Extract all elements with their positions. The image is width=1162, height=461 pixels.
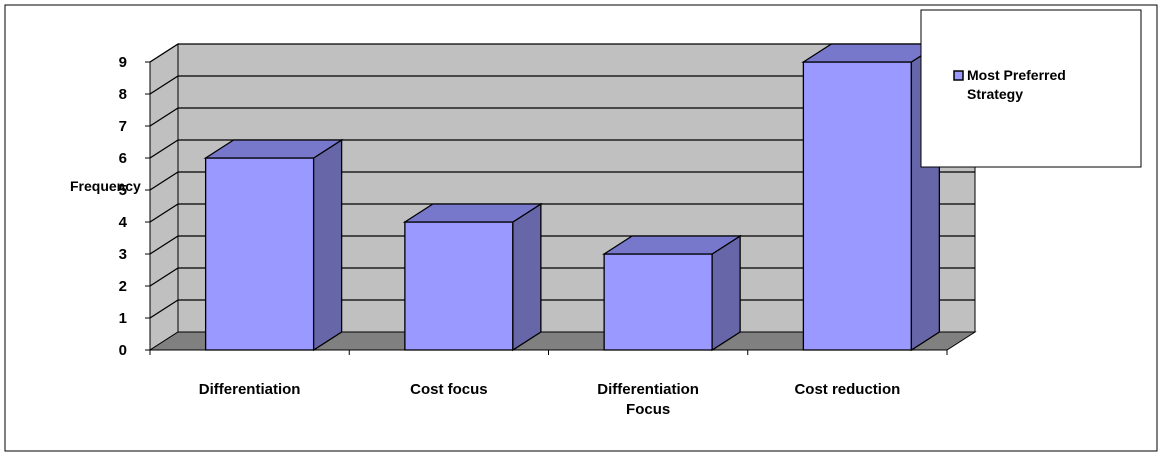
bar <box>203 138 344 352</box>
y-tick-label: 2 <box>119 278 127 295</box>
bar-front <box>802 61 913 351</box>
y-tick-label: 5 <box>119 182 127 199</box>
bars <box>203 42 942 352</box>
gridline <box>149 139 975 159</box>
x-tick-label: Differentiation <box>597 381 699 398</box>
gridline <box>149 43 975 63</box>
x-tick-label: Cost reduction <box>794 381 900 398</box>
x-tick-label: Cost focus <box>410 381 488 398</box>
gridline <box>149 107 975 127</box>
bar-side <box>312 138 343 352</box>
y-tick-label: 0 <box>119 342 127 359</box>
side-wall <box>149 43 179 351</box>
bar-top <box>203 139 344 159</box>
bar-side <box>711 234 741 352</box>
bar-front <box>204 157 315 351</box>
gridline <box>149 171 975 191</box>
legend: Most Preferred Strategy <box>920 9 1142 168</box>
x-tick-label: Differentiation <box>199 381 301 398</box>
gridline <box>149 203 975 223</box>
gridline <box>149 75 975 95</box>
y-tick-label: 8 <box>119 86 127 103</box>
bar-front <box>404 221 514 351</box>
y-tick-label: 9 <box>119 54 127 71</box>
bar-front <box>603 253 713 351</box>
bar <box>402 202 544 352</box>
x-tick-labels: Differentiation Cost focus Differentiation… <box>199 381 901 418</box>
axes <box>145 61 948 355</box>
y-axis-label: Frequency <box>70 178 141 194</box>
bar <box>801 42 942 352</box>
bar-side <box>512 202 542 352</box>
legend-box <box>920 9 1142 168</box>
bar-top <box>402 203 544 223</box>
y-tick-label: 3 <box>119 246 127 263</box>
bar-top <box>601 235 743 255</box>
y-tick-label: 6 <box>119 150 127 167</box>
bar <box>601 234 743 352</box>
legend-label-line-2: Strategy <box>967 86 1023 102</box>
x-tick-label: Focus <box>626 401 670 418</box>
y-tick-label: 4 <box>119 214 128 231</box>
y-tick-labels: 0 1 2 3 4 5 6 7 8 9 <box>119 54 128 359</box>
legend-label-line-1: Most Preferred <box>967 67 1066 83</box>
y-tick-label: 7 <box>119 118 127 135</box>
y-tick-label: 1 <box>119 310 127 327</box>
legend-swatch <box>953 70 964 81</box>
